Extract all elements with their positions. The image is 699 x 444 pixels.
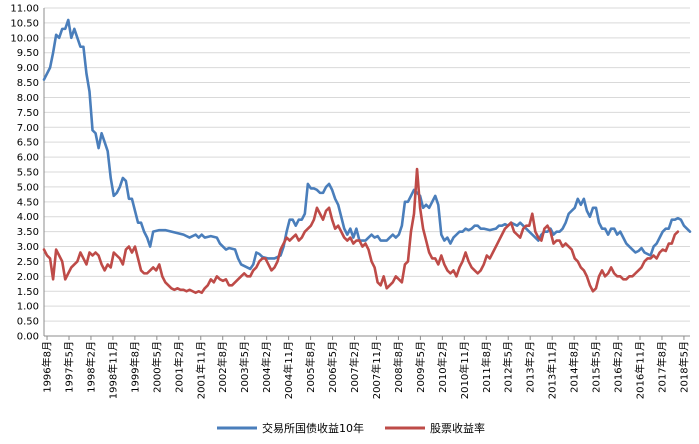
x-tick-label: 2013年11月 bbox=[546, 341, 559, 399]
y-tick-label: 6.50 bbox=[17, 138, 39, 149]
x-tick-label: 2014年8月 bbox=[568, 341, 581, 393]
y-tick-label: 8.00 bbox=[17, 93, 39, 104]
y-tick-label: 6.00 bbox=[17, 153, 39, 164]
x-tick-label: 2013年2月 bbox=[524, 341, 537, 393]
x-tick-label: 2010年11月 bbox=[458, 341, 471, 399]
y-tick-label: 1.00 bbox=[17, 302, 39, 313]
y-tick-label: 1.50 bbox=[17, 287, 39, 298]
x-tick-label: 2017年8月 bbox=[655, 341, 668, 393]
x-tick-label: 2009年5月 bbox=[414, 341, 427, 393]
series-line-stock-yield bbox=[42, 167, 680, 295]
x-tick-label: 2016年2月 bbox=[612, 341, 625, 393]
y-tick-label: 10.00 bbox=[10, 33, 39, 44]
x-tick-label: 2002年8月 bbox=[216, 341, 229, 393]
y-tick-label: 5.50 bbox=[17, 168, 39, 179]
x-tick-label: 2006年5月 bbox=[326, 341, 339, 393]
y-tick-label: 10.50 bbox=[10, 18, 39, 29]
x-tick-label: 2003年5月 bbox=[238, 341, 251, 393]
y-tick-label: 11.00 bbox=[10, 4, 39, 15]
series-lines bbox=[42, 18, 692, 295]
x-tick-label: 2004年11月 bbox=[282, 341, 295, 399]
x-tick-label: 2001年11月 bbox=[194, 341, 207, 399]
y-tick-label: 2.00 bbox=[17, 272, 39, 283]
y-tick-label: 4.50 bbox=[17, 197, 39, 208]
series-line-bond-yield bbox=[42, 18, 692, 271]
y-tick-label: 4.00 bbox=[17, 212, 39, 223]
y-tick-label: 0.00 bbox=[17, 332, 39, 343]
y-tick-label: 3.50 bbox=[17, 227, 39, 238]
x-tick-label: 2005年8月 bbox=[304, 341, 317, 393]
x-tick-label: 2007年11月 bbox=[370, 341, 383, 399]
x-tick-label: 2001年2月 bbox=[172, 341, 185, 393]
x-axis-tick-labels: 1996年8月 1997年5月 1998年2月 1998年11月 1999年8月 2000… bbox=[41, 341, 691, 399]
x-tick-label: 2016年11月 bbox=[634, 341, 647, 399]
legend-label: 交易所国债收益10年 bbox=[262, 421, 364, 435]
y-axis-tick-labels: 0.00 0.50 1.00 1.50 2.00 2.50 3.00 3.50 4.00 4.50… bbox=[10, 4, 39, 343]
axes bbox=[43, 8, 690, 340]
x-tick-label: 2012年5月 bbox=[502, 341, 515, 393]
x-tick-label: 1999年8月 bbox=[128, 341, 141, 393]
y-tick-label: 9.00 bbox=[17, 63, 39, 74]
x-tick-label: 1998年2月 bbox=[84, 341, 97, 393]
x-tick-label: 2000年5月 bbox=[150, 341, 163, 393]
legend-label: 股票收益率 bbox=[430, 421, 485, 435]
x-tick-label: 2018年5月 bbox=[677, 341, 690, 393]
x-tick-label: 2007年2月 bbox=[348, 341, 361, 393]
y-tick-label: 7.00 bbox=[17, 123, 39, 134]
x-tick-label: 1998年11月 bbox=[106, 341, 119, 399]
y-tick-label: 5.00 bbox=[17, 182, 39, 193]
y-tick-label: 0.50 bbox=[17, 317, 39, 328]
x-tick-label: 1997年5月 bbox=[62, 341, 75, 393]
y-tick-label: 8.50 bbox=[17, 78, 39, 89]
x-tick-label: 2004年2月 bbox=[260, 341, 273, 393]
x-tick-label: 2011年8月 bbox=[480, 341, 493, 393]
x-tick-label: 2008年8月 bbox=[392, 341, 405, 393]
y-tick-label: 2.50 bbox=[17, 257, 39, 268]
x-tick-label: 1996年8月 bbox=[41, 341, 54, 393]
legend: 交易所国债收益10年 股票收益率 bbox=[217, 421, 485, 435]
y-tick-label: 7.50 bbox=[17, 108, 39, 119]
x-tick-label: 2010年2月 bbox=[436, 341, 449, 393]
y-tick-label: 9.50 bbox=[17, 48, 39, 59]
x-tick-label: 2015年5月 bbox=[590, 341, 603, 393]
gridlines bbox=[44, 7, 690, 322]
y-tick-label: 3.00 bbox=[17, 242, 39, 253]
